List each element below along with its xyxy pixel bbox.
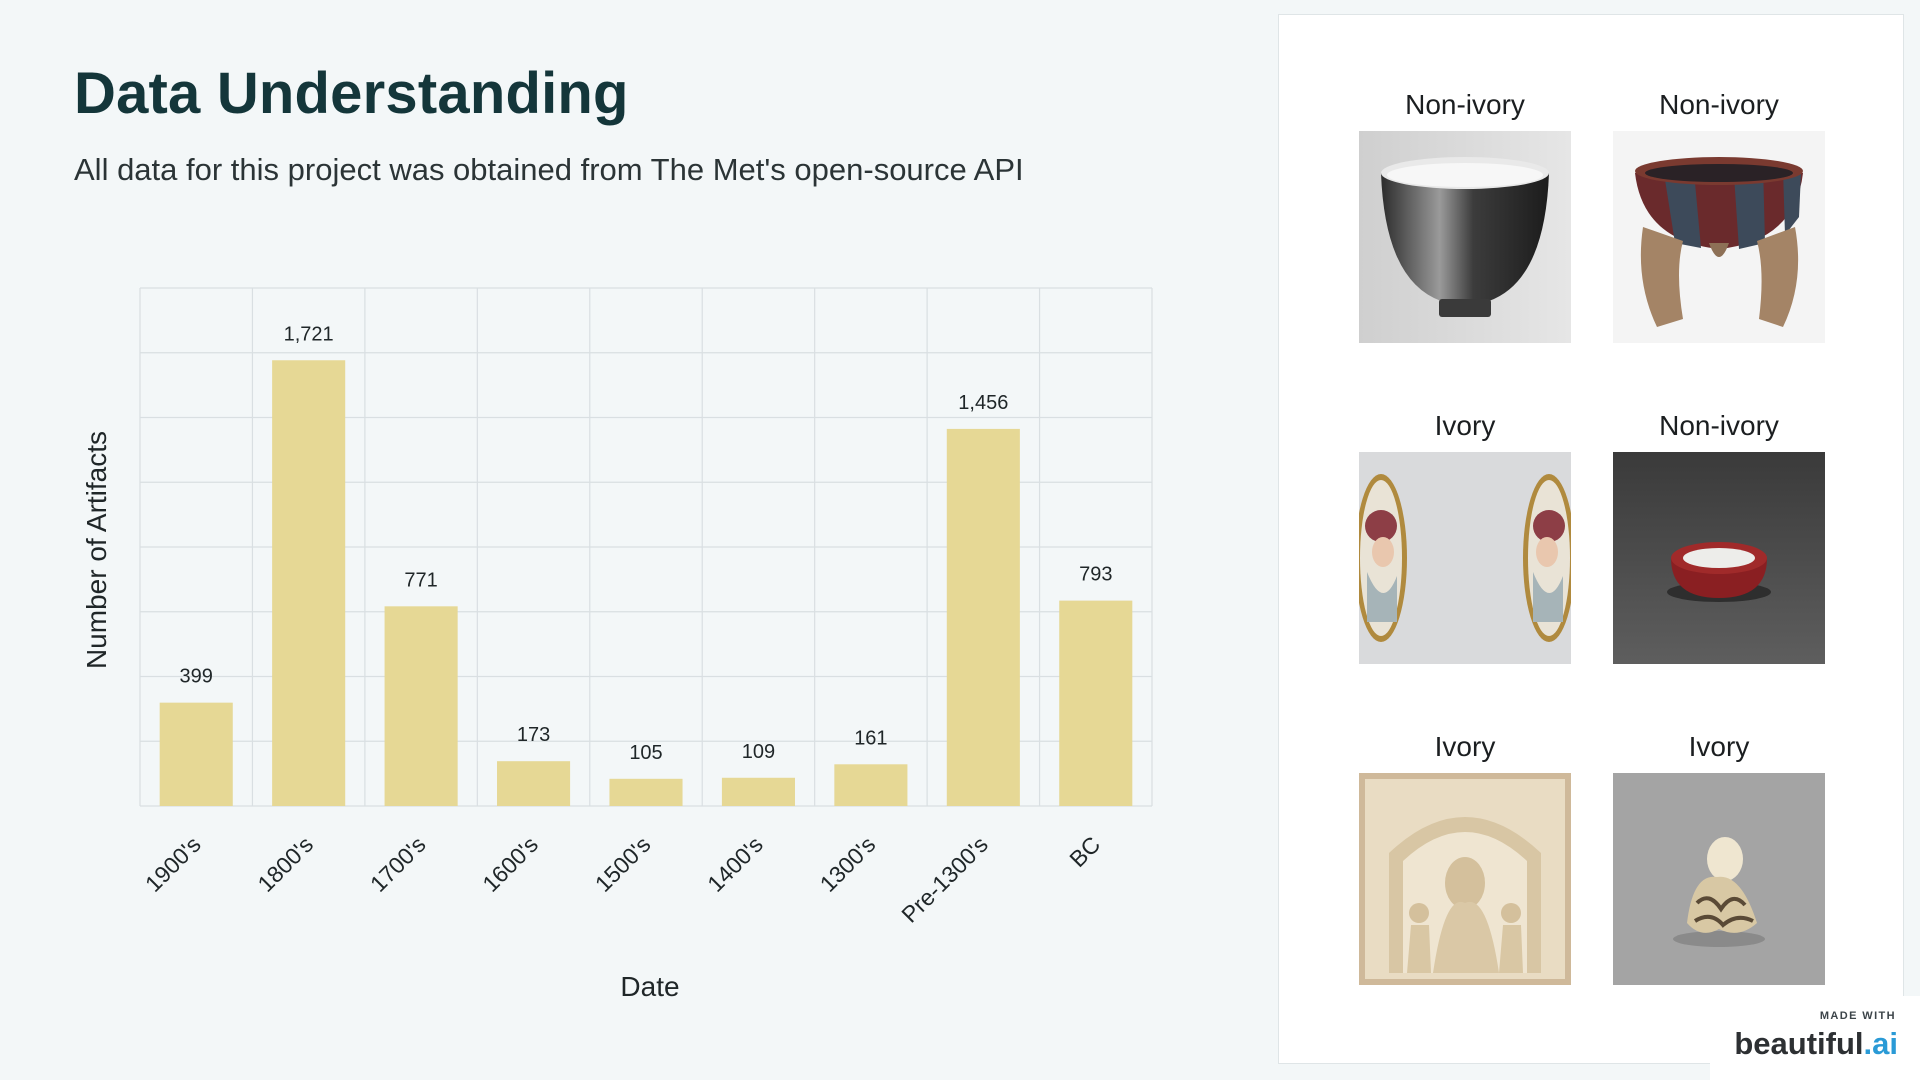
tile-label: Ivory	[1434, 410, 1496, 441]
data-label: 161	[854, 727, 887, 749]
data-label: 1,456	[958, 392, 1008, 414]
carved-ivory-panel-image	[1359, 773, 1571, 985]
tile-label: Ivory	[1434, 731, 1496, 762]
bar	[834, 764, 908, 806]
chart-bars	[159, 360, 1133, 806]
made-with-text: MADE WITH	[1819, 1010, 1896, 1022]
tile-label: Ivory	[1688, 731, 1750, 762]
x-tick-label: 1500's	[590, 831, 656, 897]
data-label: 173	[517, 724, 550, 746]
made-with-badge[interactable]: MADE WITH beautiful.ai	[1710, 996, 1920, 1080]
x-tick-label: 1900's	[140, 831, 206, 897]
bar	[159, 702, 233, 806]
gallery-tile: Ivory	[1359, 729, 1571, 985]
bar	[721, 777, 795, 806]
brand-suffix: .ai	[1863, 1026, 1898, 1061]
brand-logo: beautiful.ai	[1734, 1026, 1898, 1062]
black-ceramic-bowl-image	[1359, 131, 1571, 343]
striped-tripod-bowl-image	[1613, 131, 1825, 343]
data-label: 793	[1079, 564, 1112, 586]
y-axis-title: Number of Artifacts	[81, 431, 112, 669]
portrait-miniature-pair-image	[1359, 452, 1571, 664]
page-title: Data Understanding	[74, 61, 629, 126]
bar	[272, 360, 346, 806]
x-tick-label: BC	[1064, 831, 1105, 872]
data-label: 105	[629, 742, 662, 764]
red-glazed-small-bowl-image	[1613, 452, 1825, 664]
page-subtitle: All data for this project was obtained f…	[74, 152, 1024, 187]
brand-name: beautiful	[1734, 1026, 1864, 1061]
x-tick-label: Pre-1300's	[896, 831, 993, 928]
ivory-octopus-netsuke-image	[1613, 773, 1825, 985]
bar	[946, 428, 1020, 806]
x-tick-label: 1600's	[477, 831, 543, 897]
bar-chart-svg: 399 1900's 1,721 1800's 771 1700's 173 1600's 10…	[81, 287, 1153, 1002]
gallery-tile: Non-ivory	[1359, 87, 1571, 343]
x-tick-label: 1300's	[815, 831, 881, 897]
gallery-tile: Ivory	[1613, 729, 1825, 985]
bar	[609, 778, 683, 806]
x-tick-label: 1800's	[252, 831, 318, 897]
bar	[384, 606, 458, 806]
data-label: 399	[180, 666, 213, 688]
x-axis-title: Date	[620, 971, 679, 1002]
data-label: 1,721	[284, 323, 334, 345]
tile-label: Non-ivory	[1659, 89, 1779, 120]
bar-chart: 399 1900's 1,721 1800's 771 1700's 173 1600's 10…	[70, 270, 1190, 1050]
bar	[1059, 600, 1133, 806]
gallery-tile: Non-ivory	[1613, 408, 1825, 664]
bar	[497, 761, 571, 806]
x-tick-label: 1700's	[365, 831, 431, 897]
x-tick-label: 1400's	[702, 831, 768, 897]
example-image-panel: Non-ivory	[1278, 14, 1904, 1064]
data-label: 109	[742, 741, 775, 763]
tile-label: Non-ivory	[1659, 410, 1779, 441]
data-label: 771	[404, 569, 437, 591]
tile-label: Non-ivory	[1405, 89, 1525, 120]
gallery-tile: Non-ivory	[1613, 87, 1825, 343]
gallery-tile: Ivory	[1359, 408, 1571, 664]
